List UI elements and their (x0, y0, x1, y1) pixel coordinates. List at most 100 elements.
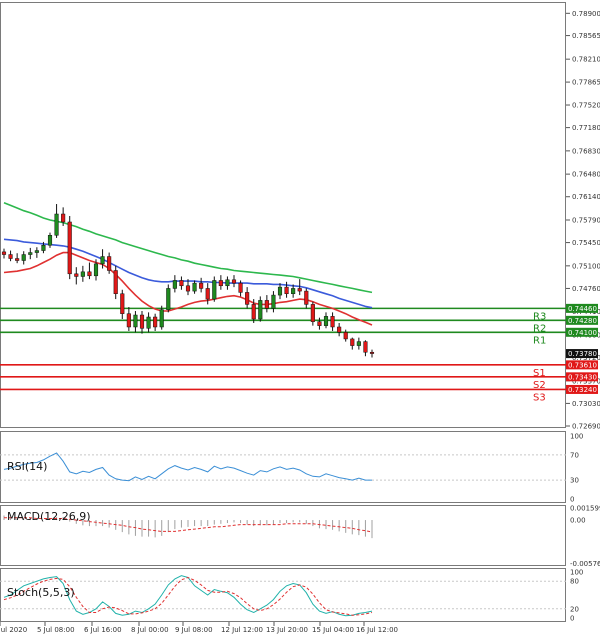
candle-body (100, 256, 105, 265)
candle (47, 232, 53, 248)
candle (277, 283, 283, 300)
candlesticks (1, 204, 375, 358)
candle (337, 322, 342, 337)
candle-body (310, 304, 315, 322)
stoch-tick-label: 100 (570, 569, 583, 577)
candle-body (350, 338, 355, 346)
candle-body (363, 341, 368, 353)
level-price-badge (566, 303, 598, 313)
macd-panel (0, 505, 566, 566)
candle-body (146, 316, 151, 329)
candle-body (133, 314, 138, 328)
level-price-badge-text: 0.74280 (568, 317, 597, 325)
candle-body (218, 280, 223, 287)
candle (28, 247, 33, 260)
candle-body (205, 288, 210, 300)
candle (133, 311, 138, 333)
level-label-s1: S1 (533, 368, 546, 379)
candle (356, 337, 361, 350)
candle-body (337, 326, 342, 333)
candle-body (304, 290, 309, 305)
price-tick-label: 0.76140 (572, 193, 600, 201)
candle-body (264, 300, 269, 309)
candle-body (330, 316, 335, 328)
candle (126, 307, 131, 331)
candle (172, 275, 177, 293)
candle-body (238, 282, 243, 293)
candle-body (271, 294, 276, 309)
candle (317, 317, 322, 330)
candle (107, 252, 112, 274)
candle-body (356, 341, 361, 346)
time-tick-label: 15 Jul 04:00 (312, 626, 354, 634)
time-x-axis: 4 Jul 2020 5 Jul 08:00 6 Jul 16:00 8 Jul 00… (0, 622, 398, 634)
candle (258, 296, 263, 322)
candle (212, 276, 217, 302)
price-tick-label: 0.77180 (572, 124, 600, 132)
candle (330, 312, 335, 331)
candle-body (212, 280, 217, 300)
candle (153, 313, 158, 331)
stoch-d-line (3, 576, 373, 616)
level-price-badge (566, 360, 598, 370)
candle-body (21, 254, 26, 261)
candle-body (199, 282, 204, 289)
price-tick-label: 0.75450 (572, 239, 600, 247)
macd-indicator: 0.001599 0.00 -0.005765 (3, 505, 600, 568)
candle (54, 204, 59, 238)
candle (192, 280, 197, 294)
candle (304, 288, 309, 309)
rsi-line (3, 452, 372, 482)
candle (179, 276, 184, 290)
candle (199, 277, 204, 293)
candle-body (34, 250, 39, 253)
level-price-badge-text: 0.74100 (568, 329, 597, 337)
stoch-panel (0, 568, 566, 622)
price-tick-label: 0.76830 (572, 147, 600, 155)
level-price-badge (566, 384, 598, 394)
stoch-tick-label: 80 (570, 578, 579, 586)
candle (350, 337, 355, 350)
candle (15, 253, 20, 264)
candle (74, 267, 79, 285)
macd-tick-label: 0.00 (570, 517, 586, 525)
price-tick-label: 0.72690 (572, 423, 600, 431)
time-tick-label: 12 Jul 12:00 (221, 626, 263, 634)
candle-body (291, 288, 296, 295)
price-tick-label: 0.75100 (572, 262, 600, 270)
candle-body (47, 235, 53, 246)
rsi-panel (0, 431, 566, 503)
rsi-tick-label: 0 (570, 496, 574, 504)
candle-body (80, 271, 85, 277)
candle (80, 265, 85, 282)
stoch-tick-label: 20 (570, 605, 579, 613)
candle (238, 280, 243, 297)
candle (369, 349, 375, 358)
price-tick-label: 0.76480 (572, 171, 600, 179)
candle-body (54, 213, 59, 236)
candle (363, 340, 368, 357)
candle (343, 329, 348, 342)
stoch-tick-label: 0 (570, 615, 574, 623)
level-label-r2: R2 (533, 323, 546, 334)
level-price-badge-text: 0.73430 (568, 373, 597, 381)
price-tick-label: 0.78210 (572, 56, 600, 64)
macd-title: MACD(12,26,9) (7, 510, 91, 523)
candle-body (317, 321, 322, 326)
candle-body (67, 221, 72, 275)
candle-body (126, 313, 131, 328)
price-tick-label: 0.78565 (572, 32, 600, 40)
candle-body (179, 280, 184, 287)
price-tick-label: 0.75790 (572, 216, 600, 224)
stoch-title: Stoch(5,5,3) (7, 586, 75, 599)
level-price-badge-text: 0.73610 (568, 361, 597, 369)
candle-body (166, 288, 171, 310)
candle (61, 207, 66, 226)
candle-body (28, 252, 33, 255)
candle-body (369, 351, 375, 354)
candle (231, 275, 237, 288)
rsi-title: RSI(14) (7, 460, 47, 473)
candle-body (231, 279, 237, 284)
